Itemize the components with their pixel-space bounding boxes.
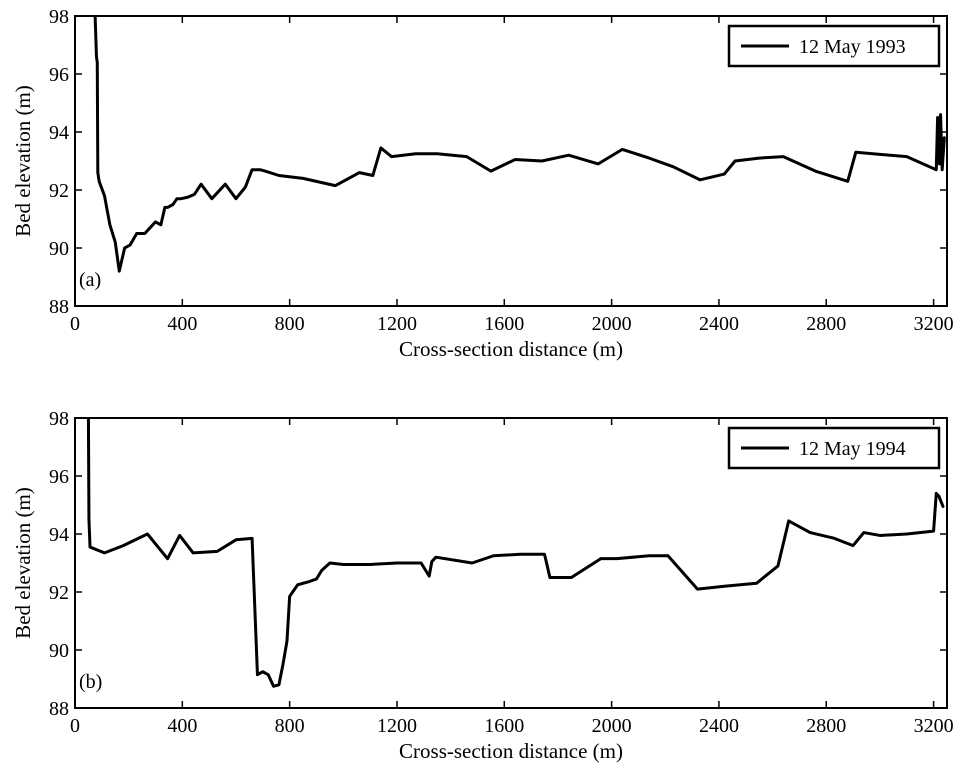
x-tick-label: 800 xyxy=(275,313,305,335)
legend-entry: 12 May 1993 xyxy=(799,36,906,58)
y-tick-label: 90 xyxy=(49,640,69,662)
legend: 12 May 1994 xyxy=(727,426,941,470)
x-tick-label: 1600 xyxy=(484,715,524,737)
y-tick-label: 88 xyxy=(49,296,69,318)
y-tick-label: 90 xyxy=(49,238,69,260)
legend-box xyxy=(727,426,941,470)
axes-frame-a xyxy=(74,15,948,307)
panel-label: (a) xyxy=(79,269,101,291)
x-tick-label: 2000 xyxy=(592,313,632,335)
axes-frame-b xyxy=(74,417,948,709)
x-axis-label: Cross-section distance (m) xyxy=(399,337,623,361)
x-tick-label: 2400 xyxy=(699,313,739,335)
x-tick-label: 1600 xyxy=(484,313,524,335)
y-tick-label: 94 xyxy=(49,122,69,144)
y-tick-label: 96 xyxy=(49,466,69,488)
y-tick-label: 92 xyxy=(49,180,69,202)
x-axis-label: Cross-section distance (m) xyxy=(399,739,623,763)
x-tick-label: 1200 xyxy=(377,313,417,335)
x-tick-label: 400 xyxy=(167,313,197,335)
legend-entry: 12 May 1994 xyxy=(799,438,906,460)
series-line-b xyxy=(86,418,945,688)
x-tick-label: 2400 xyxy=(699,715,739,737)
x-tick-label: 800 xyxy=(275,715,305,737)
y-tick-label: 98 xyxy=(49,6,69,28)
y-axis-label: Bed elevation (m) xyxy=(11,85,35,237)
panel-label: (b) xyxy=(79,671,102,693)
x-tick-label: 400 xyxy=(167,715,197,737)
y-tick-label: 96 xyxy=(49,64,69,86)
x-tick-label: 1200 xyxy=(377,715,417,737)
panel-b: 0 400 800 1200 1600 2000 2400 2800 3200 88 90 92 94 9… xyxy=(11,408,954,763)
y-axis-label: Bed elevation (m) xyxy=(11,487,35,639)
y-tick-label: 94 xyxy=(49,524,69,546)
legend: 12 May 1993 xyxy=(727,24,941,68)
x-tick-label: 2800 xyxy=(806,313,846,335)
x-tick-label: 2000 xyxy=(592,715,632,737)
x-tick-label: 0 xyxy=(70,313,80,335)
y-tick-label: 98 xyxy=(49,408,69,430)
x-tick-label: 3200 xyxy=(914,313,954,335)
x-tick-label: 2800 xyxy=(806,715,846,737)
series-line-a xyxy=(93,16,946,273)
x-tick-label: 3200 xyxy=(914,715,954,737)
y-tick-label: 92 xyxy=(49,582,69,604)
y-tick-label: 88 xyxy=(49,698,69,720)
x-tick-label: 0 xyxy=(70,715,80,737)
panel-a: 0 400 800 1200 1600 2000 2400 2800 3200 88 90 92 94 9… xyxy=(11,6,954,361)
